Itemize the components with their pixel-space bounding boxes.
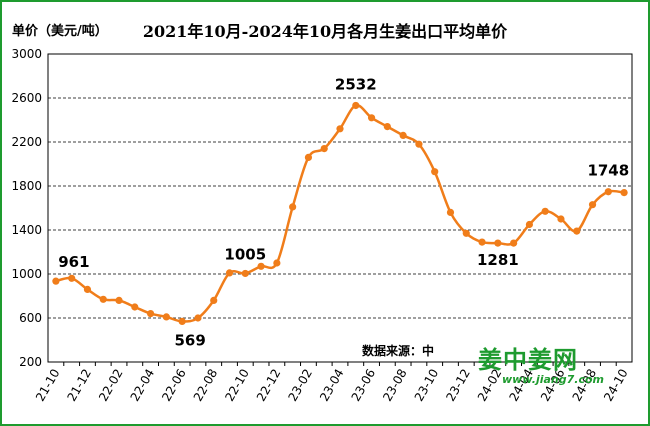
data-point	[446, 208, 455, 216]
data-point	[478, 238, 486, 246]
data-point	[431, 168, 439, 176]
data-point	[52, 277, 60, 285]
data-point	[320, 145, 328, 153]
watermark-logo: 姜中姜网 www.jiang7.com	[478, 340, 604, 386]
data-point	[415, 140, 423, 148]
data-point	[289, 203, 297, 211]
data-point	[241, 269, 249, 278]
y-axis-unit-label: 单价（美元/吨）	[12, 24, 108, 39]
data-source-note: 数据来源：中	[362, 344, 435, 358]
data-point	[352, 101, 360, 110]
y-tick-label: 2600	[11, 91, 42, 105]
data-point	[257, 262, 265, 270]
data-point	[210, 296, 218, 304]
data-label: 1005	[224, 245, 266, 263]
data-label-layer: 961 569 1005 2532 1281 1748	[58, 75, 629, 349]
series-layer	[52, 101, 628, 326]
data-label: 1748	[587, 162, 629, 180]
data-point	[494, 239, 502, 247]
data-point	[225, 269, 234, 277]
data-label: 961	[58, 253, 89, 271]
data-point	[510, 239, 518, 247]
x-tick-label: 23-08	[380, 367, 410, 404]
data-point	[462, 229, 470, 237]
x-tick-label: 22-02	[96, 367, 126, 404]
y-tick-label: 1000	[11, 267, 42, 281]
data-label: 2532	[335, 75, 377, 93]
data-point	[194, 314, 202, 322]
data-point	[83, 285, 92, 293]
y-tick-label: 600	[19, 311, 42, 325]
data-label: 569	[175, 331, 206, 349]
data-point	[383, 123, 391, 131]
data-point	[525, 220, 534, 229]
data-point	[557, 215, 565, 223]
data-point	[146, 310, 155, 318]
x-tick-label: 22-10	[222, 367, 252, 404]
watermark-name: 姜中姜网	[478, 345, 578, 374]
data-point	[588, 201, 597, 209]
y-tick-label: 2200	[11, 135, 42, 149]
x-tick-label: 23-04	[317, 367, 347, 404]
x-tick-label: 23-10	[412, 367, 442, 404]
y-tick-label: 200	[19, 355, 42, 369]
x-tick-label: 23-02	[285, 367, 315, 404]
y-tick-label: 1400	[11, 223, 42, 237]
data-point	[131, 303, 139, 311]
y-tick-label: 3000	[11, 47, 42, 61]
x-tick-label: 22-12	[254, 367, 284, 404]
data-point	[304, 153, 313, 161]
data-point	[178, 317, 186, 326]
y-tick-label: 1800	[11, 179, 42, 193]
data-label: 1281	[477, 251, 519, 269]
x-tick-label: 21-12	[64, 367, 94, 404]
x-tick-label: 23-12	[443, 367, 473, 404]
data-point	[273, 259, 281, 267]
chart-title: 2021年10月-2024年10月各月生姜出口平均单价	[142, 22, 508, 41]
watermark-url: www.jiang7.com	[502, 373, 605, 386]
x-tick-label: 22-06	[159, 367, 189, 404]
data-point	[573, 227, 581, 235]
data-point	[620, 189, 628, 197]
grid-layer	[48, 97, 632, 319]
data-point	[99, 295, 107, 303]
data-point	[367, 114, 376, 122]
x-tick-label: 22-04	[128, 367, 158, 404]
data-point	[604, 188, 612, 196]
x-tick-label: 23-06	[349, 367, 379, 404]
x-tick-label: 22-08	[191, 367, 221, 404]
x-tick-label: 24-10	[601, 367, 631, 404]
x-tick-label: 21-10	[33, 367, 63, 404]
data-point	[162, 313, 170, 321]
data-point	[336, 125, 344, 133]
data-point	[399, 131, 407, 139]
series-line	[55, 104, 625, 323]
plot-area-border	[47, 53, 633, 363]
data-point	[68, 274, 76, 282]
data-point	[541, 207, 549, 215]
data-point	[115, 296, 123, 304]
